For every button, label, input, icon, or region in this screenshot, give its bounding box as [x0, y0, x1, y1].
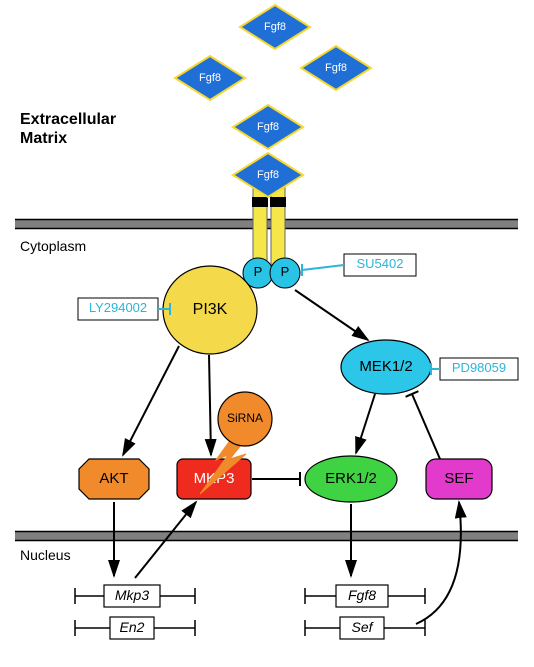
inhibitor-line-su5402 — [302, 265, 344, 270]
label-cytoplasm: Cytoplasm — [20, 238, 86, 254]
label-extracellular: ExtracellularMatrix — [20, 111, 116, 147]
node-label-akt: AKT — [99, 470, 128, 487]
arrow-mek-to-erk — [356, 394, 375, 453]
arrow-p-to-mek — [295, 290, 368, 340]
inhibitor-label-pd98059: PD98059 — [452, 360, 506, 375]
label-nucleus: Nucleus — [20, 547, 71, 563]
node-label-sef: SEF — [444, 470, 473, 487]
p-label: P — [254, 264, 263, 279]
membrane — [15, 532, 518, 541]
inhibitor-label-ly294002: LY294002 — [89, 300, 147, 315]
gene-label-en2: En2 — [120, 619, 145, 635]
fgf8-label: Fgf8 — [199, 72, 221, 84]
node-label-pi3k: PI3K — [193, 301, 228, 318]
inhibit-sef-inhibit-mek — [412, 394, 440, 459]
node-label-mek12: MEK1/2 — [359, 358, 412, 375]
gene-label-fgf8: Fgf8 — [348, 587, 376, 603]
arrow-pi3k-to-akt — [123, 346, 179, 455]
fgf8-label: Fgf8 — [264, 21, 286, 33]
node-label-sirna: SiRNA — [227, 411, 263, 425]
node-label-erk12: ERK1/2 — [325, 470, 377, 487]
arrow-sefgene-to-sef — [416, 502, 461, 624]
fgf8-label: Fgf8 — [257, 169, 279, 181]
inhibitor-label-su5402: SU5402 — [357, 256, 404, 271]
gene-label-mkp3: Mkp3 — [115, 587, 149, 603]
arrow-pi3k-to-mkp3 — [209, 355, 211, 455]
gene-label-sef: Sef — [351, 619, 374, 635]
signaling-diagram: ExtracellularMatrix Cytoplasm Nucleus P P Fgf… — [0, 0, 534, 667]
fgf8-label: Fgf8 — [325, 62, 347, 74]
fgf8-label: Fgf8 — [257, 121, 279, 133]
p-label: P — [281, 264, 290, 279]
